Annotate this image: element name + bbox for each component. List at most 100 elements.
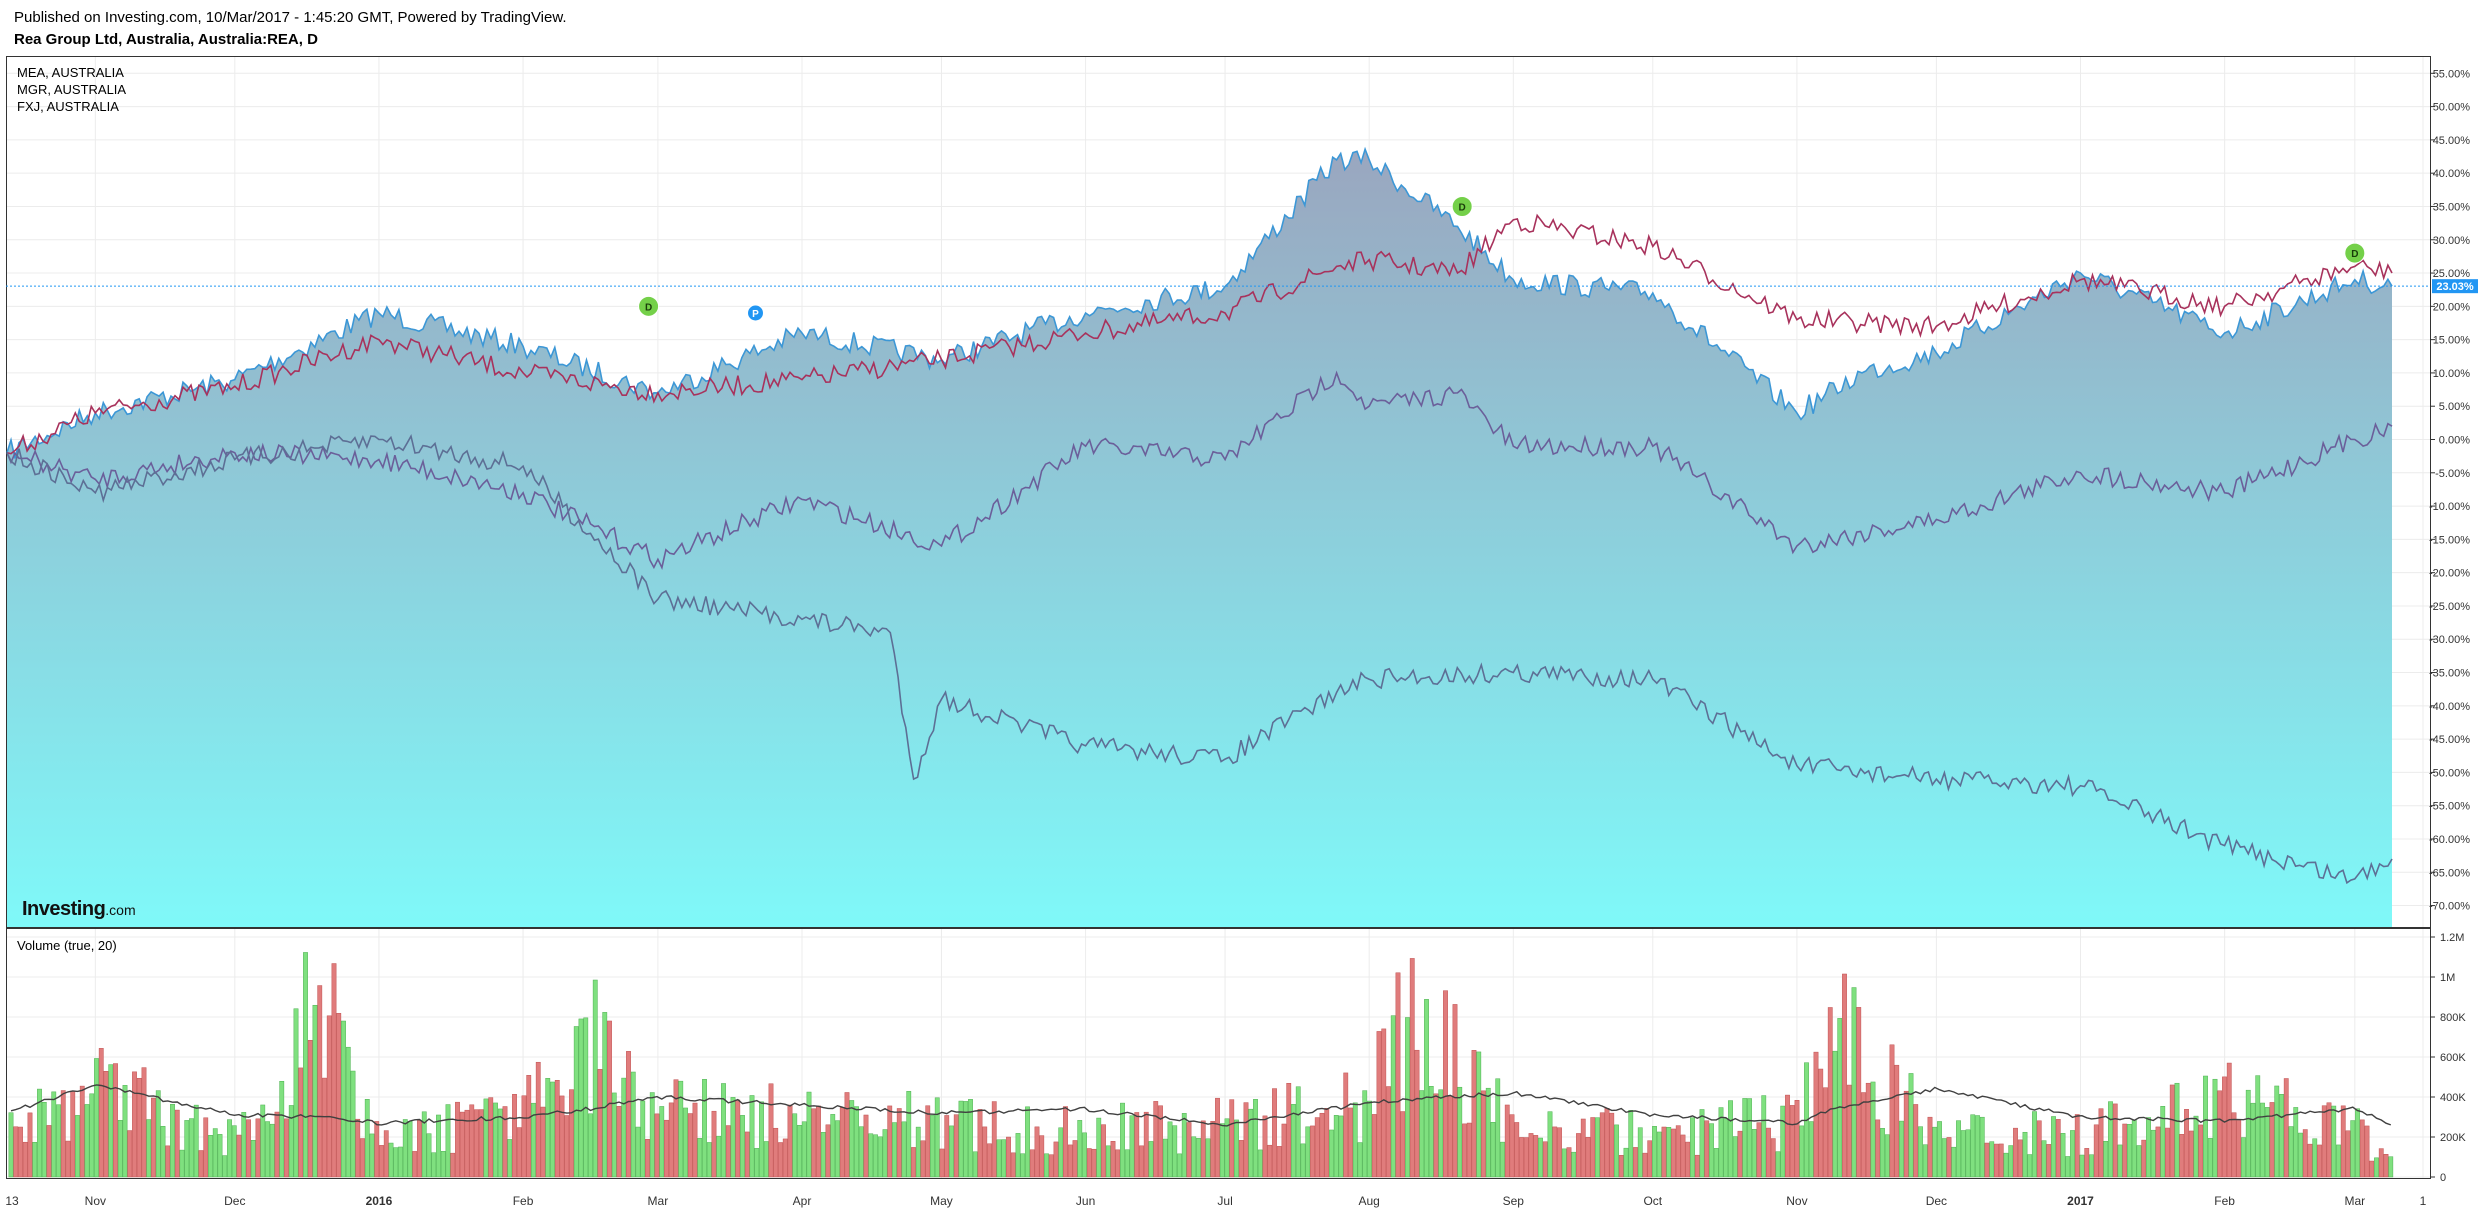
y-tick-label: 30.00% [2433,235,2471,247]
x-tick-label[interactable]: Sep [1503,1194,1525,1208]
x-tick-label[interactable]: 2016 [366,1194,393,1208]
event-badge[interactable] [747,304,765,322]
y-tick-label: -30.00% [2429,634,2470,646]
x-tick-label[interactable]: Feb [513,1194,534,1208]
volume-bar [896,1108,902,1178]
volume-bar [1922,1144,1928,1178]
event-badge[interactable] [2344,242,2366,264]
volume-bar [1789,1105,1795,1178]
volume-bar [1153,1101,1159,1178]
volume-bar [2378,1148,2384,1178]
volume-bar [531,1102,536,1178]
volume-bar [393,1147,399,1178]
volume-bar [792,1113,798,1178]
price-axis[interactable]: 55.00% 50.00% 45.00% 40.00% 35.00% 30.00% 25.0… [2429,68,2470,912]
volume-bar [963,1101,969,1178]
event-markers[interactable]: D P D D [638,195,2366,322]
event-badge[interactable] [638,295,660,317]
volume-bar [868,1133,874,1178]
x-tick-label[interactable]: May [930,1194,953,1208]
x-tick-label[interactable]: Feb [2214,1194,2235,1208]
x-tick-label[interactable]: Nov [85,1194,106,1208]
volume-bar [1129,1115,1135,1178]
volume-bar [949,1125,954,1178]
volume-bar [1785,1094,1790,1178]
x-tick-label[interactable]: Oct [1643,1194,1662,1208]
x-tick-label[interactable]: 1 [2420,1194,2427,1208]
volume-bar [706,1142,712,1178]
volume-bar [616,1106,622,1178]
volume-bar [2231,1112,2237,1178]
volume-bar [2169,1084,2175,1178]
volume-bar [89,1093,95,1178]
volume-bar [754,1148,760,1178]
volume-bar [2302,1129,2308,1178]
x-tick-label[interactable]: Aug [1359,1194,1380,1208]
volume-bar [1742,1098,1748,1178]
volume-bar [1481,1090,1486,1178]
x-tick-label[interactable]: Apr [793,1194,812,1208]
volume-bar [1832,1050,1838,1178]
x-tick-label[interactable]: Jul [1217,1194,1232,1208]
volume-bar [2112,1103,2118,1178]
volume-bar [208,1135,213,1178]
volume-bar [265,1121,270,1178]
volume-bar [1618,1155,1624,1178]
legend-item-fxj[interactable]: FXJ, AUSTRALIA [17,99,119,114]
volume-bar [1091,1148,1097,1178]
volume-bar [1704,1120,1710,1178]
volume-bar [820,1132,826,1178]
volume-bar [474,1109,479,1178]
x-tick-label[interactable]: 2017 [2067,1194,2094,1208]
volume-bar [844,1092,850,1178]
volume-bar [483,1098,489,1178]
volume-bar [184,1120,190,1178]
legend-item-mea[interactable]: MEA, AUSTRALIA [17,65,124,80]
volume-bar [2051,1116,2056,1178]
legend-item-mgr[interactable]: MGR, AUSTRALIA [17,82,127,97]
volume-bar [692,1102,698,1178]
volume-bar [198,1150,204,1178]
vol-tick-label: 400K [2440,1092,2466,1104]
volume-bar [1827,1007,1833,1178]
volume-bar [1438,1089,1444,1178]
volume-bar [2203,1075,2208,1178]
volume-bar [1352,1102,1358,1178]
x-tick-label[interactable]: Nov [1786,1194,1807,1208]
x-tick-label[interactable]: Jun [1076,1194,1095,1208]
volume-axis[interactable]: 1.2M 1M 800K 600K 400K 200K 0 [2430,932,2466,1184]
volume-bar [1424,999,1429,1178]
x-tick-label[interactable]: Mar [648,1194,669,1208]
y-tick-label: -25.00% [2429,601,2470,613]
volume-bar [1329,1129,1334,1178]
volume-bar [37,1088,42,1178]
volume-bar [816,1105,821,1178]
volume-bar [2032,1111,2037,1178]
y-tick-label: -10.00% [2429,501,2470,513]
volume-bar [1148,1141,1154,1178]
volume-bar [763,1141,769,1178]
volume-bar [231,1125,237,1178]
volume-bar [1305,1126,1311,1178]
x-tick-label[interactable]: Dec [1926,1194,1947,1208]
x-tick-label[interactable]: 13 [5,1194,19,1208]
volume-bar [2160,1106,2166,1178]
volume-bar [2013,1127,2018,1178]
volume-bar [2279,1094,2284,1178]
investing-logo: Investing.com [22,898,136,921]
volume-bar [160,1126,166,1178]
x-tick-label[interactable]: Mar [2344,1194,2365,1208]
volume-bar [588,1113,593,1178]
y-tick-label: -50.00% [2429,767,2470,779]
volume-bar [2250,1102,2256,1178]
time-axis[interactable]: 13 Nov Dec 2016 Feb Mar Apr May Jun Jul Aug Sep Oct N… [5,1194,2426,1208]
volume-bar [1414,1049,1420,1178]
volume-bar [1371,1114,1377,1178]
volume-bar [659,1106,665,1178]
x-tick-label[interactable]: Dec [224,1194,245,1208]
volume-bar [60,1090,66,1178]
volume-bar [1186,1122,1192,1178]
event-badge[interactable] [1451,195,1473,217]
volume-bar [716,1135,722,1178]
